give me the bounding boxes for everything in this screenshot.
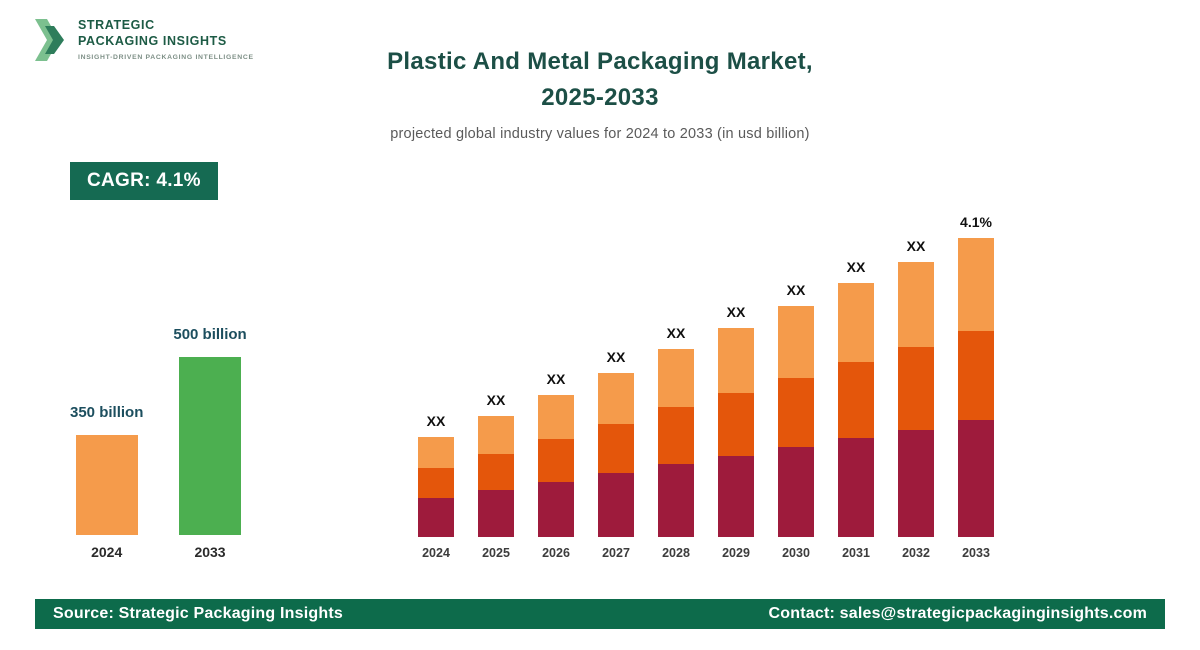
- stacked-bar-group: XX 2030: [778, 282, 814, 560]
- segment-bottom: [418, 498, 454, 537]
- x-axis-label: 2028: [662, 546, 690, 560]
- segment-middle: [478, 453, 514, 490]
- stacked-chart: XX 2024 XX 2025 XX 2026 XX 2027 XX 2028 XX 2029 XX 20…: [418, 214, 994, 560]
- cagr-badge: CAGR: 4.1%: [70, 162, 218, 200]
- segment-bottom: [778, 446, 814, 537]
- stacked-bar: [958, 238, 994, 537]
- chart-title-line2: 2025-2033: [541, 84, 659, 111]
- stacked-bar-group: XX 2032: [898, 238, 934, 560]
- bar: [179, 357, 242, 535]
- bar-value-label: XX: [486, 392, 506, 408]
- brand-logo: STRATEGIC PACKAGING INSIGHTS INSIGHT-DRI…: [35, 14, 254, 66]
- x-axis-label: 2025: [482, 546, 510, 560]
- segment-middle: [778, 377, 814, 447]
- bar-value-label: 350 billion: [70, 404, 144, 421]
- segment-middle: [418, 468, 454, 498]
- brand-tagline: INSIGHT-DRIVEN PACKAGING INTELLIGENCE: [78, 54, 254, 62]
- segment-middle: [658, 407, 694, 464]
- segment-middle: [598, 423, 634, 474]
- footer-contact: Contact: sales@strategicpackaginginsight…: [768, 605, 1147, 622]
- x-axis-label: 2029: [722, 546, 750, 560]
- bar-value-label: XX: [726, 304, 746, 320]
- segment-bottom: [718, 455, 754, 538]
- bar-value-label: XX: [666, 325, 686, 341]
- segment-top: [598, 373, 634, 424]
- segment-top: [958, 238, 994, 331]
- segment-middle: [538, 439, 574, 482]
- bar-value-label: XX: [846, 259, 866, 275]
- x-axis-label: 2027: [602, 546, 630, 560]
- stacked-bar: [778, 306, 814, 537]
- stacked-bar-group: XX 2028: [658, 325, 694, 560]
- stacked-bar: [538, 395, 574, 537]
- mini-bar-group: 350 billion 2024: [70, 404, 143, 560]
- stacked-bar: [718, 328, 754, 538]
- mini-bar-group: 500 billion 2033: [173, 326, 246, 560]
- stacked-bar-group: XX 2029: [718, 304, 754, 560]
- segment-middle: [898, 347, 934, 430]
- segment-middle: [958, 330, 994, 421]
- x-axis-label: 2031: [842, 546, 870, 560]
- bar-value-label: XX: [426, 413, 446, 429]
- stacked-bar-group: XX 2027: [598, 349, 634, 560]
- segment-top: [478, 416, 514, 454]
- stacked-bar-group: 4.1% 2033: [958, 214, 994, 560]
- x-axis-label: 2033: [962, 546, 990, 560]
- segment-bottom: [538, 481, 574, 537]
- double-chevron-right-icon: [35, 19, 64, 61]
- bar: [75, 435, 138, 535]
- stacked-bar: [898, 262, 934, 537]
- stacked-bar-group: XX 2024: [418, 413, 454, 560]
- x-axis-label: 2024: [422, 546, 450, 560]
- brand-name-line1: STRATEGIC: [78, 18, 155, 32]
- footer-source: Source: Strategic Packaging Insights: [53, 605, 343, 622]
- segment-bottom: [838, 437, 874, 537]
- bar-value-label: XX: [786, 282, 806, 298]
- x-axis-label: 2033: [194, 544, 226, 560]
- segment-bottom: [958, 420, 994, 537]
- stacked-bar: [478, 416, 514, 537]
- segment-top: [898, 262, 934, 348]
- segment-bottom: [898, 429, 934, 537]
- segment-top: [658, 349, 694, 408]
- stacked-bar: [658, 349, 694, 537]
- x-axis-label: 2024: [91, 544, 123, 560]
- stacked-bar-group: XX 2031: [838, 259, 874, 560]
- segment-top: [718, 328, 754, 393]
- bar-value-label: 4.1%: [960, 214, 992, 230]
- mini-chart: 350 billion 2024 500 billion 2033: [70, 326, 247, 560]
- segment-bottom: [658, 463, 694, 537]
- segment-top: [778, 306, 814, 378]
- stacked-bar: [598, 373, 634, 537]
- bar-value-label: XX: [606, 349, 626, 365]
- stacked-bar-group: XX 2026: [538, 371, 574, 560]
- x-axis-label: 2026: [542, 546, 570, 560]
- brand-name-line2: PACKAGING INSIGHTS: [78, 33, 227, 48]
- segment-bottom: [478, 489, 514, 537]
- stacked-bar: [838, 283, 874, 537]
- segment-middle: [838, 361, 874, 438]
- stacked-bar-group: XX 2025: [478, 392, 514, 560]
- segment-middle: [718, 392, 754, 456]
- bar-value-label: XX: [546, 371, 566, 387]
- segment-top: [418, 437, 454, 468]
- bar-value-label: 500 billion: [173, 326, 247, 343]
- brand-text: STRATEGIC PACKAGING INSIGHTS INSIGHT-DRI…: [78, 14, 254, 61]
- segment-top: [838, 283, 874, 362]
- chart-subtitle: projected global industry values for 202…: [390, 126, 810, 142]
- segment-top: [538, 395, 574, 440]
- bar-value-label: XX: [906, 238, 926, 254]
- segment-bottom: [598, 473, 634, 537]
- footer-bar: Source: Strategic Packaging Insights Con…: [35, 599, 1165, 629]
- x-axis-label: 2030: [782, 546, 810, 560]
- stacked-bar: [418, 437, 454, 537]
- x-axis-label: 2032: [902, 546, 930, 560]
